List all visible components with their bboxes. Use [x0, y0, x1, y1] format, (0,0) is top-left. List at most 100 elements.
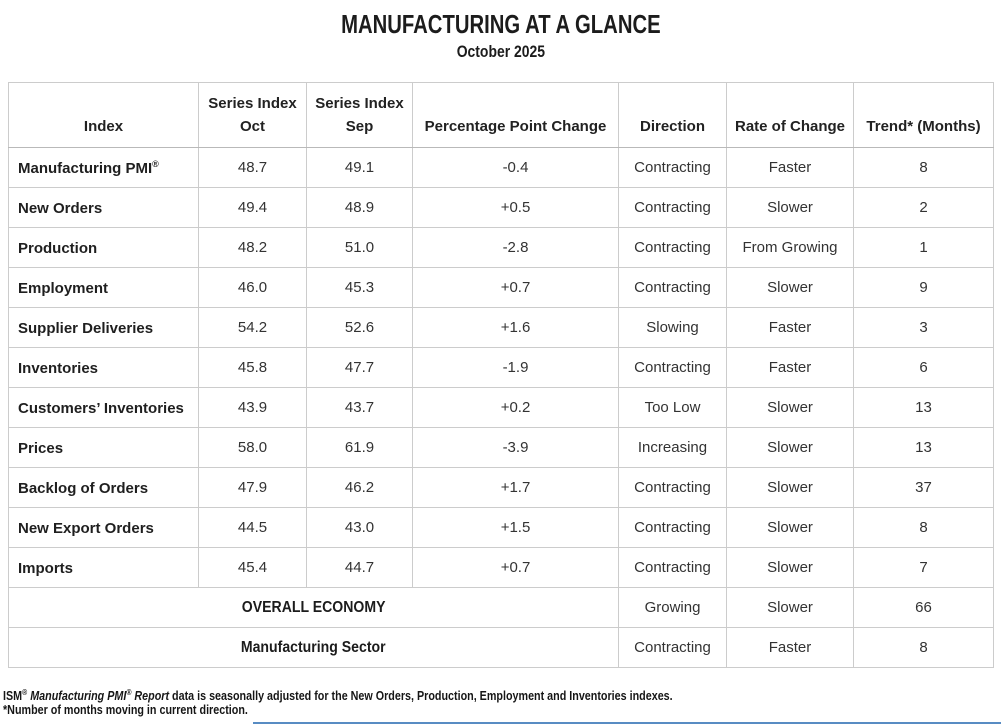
rate-of-change-cell: Faster [726, 347, 854, 388]
rate-of-change-cell: Slower [726, 587, 854, 628]
table-body: Manufacturing PMI® 48.7 49.1 -0.4 Contra… [8, 147, 994, 668]
bottom-accent-line [253, 722, 1001, 724]
rate-of-change-cell: Slower [726, 507, 854, 548]
direction-cell: Contracting [618, 347, 727, 388]
direction-cell: Slowing [618, 307, 727, 348]
series-index-oct-cell: 49.4 [198, 187, 307, 228]
summary-row: OVERALL ECONOMY Growing Slower 66 [8, 587, 994, 628]
pct-point-change-cell: -3.9 [412, 427, 619, 468]
registered-trademark-sup: ® [152, 158, 159, 169]
direction-cell: Contracting [618, 627, 727, 668]
page-title: MANUFACTURING AT A GLANCE [340, 9, 661, 39]
table-header: Index Series Index Oct Series Index Sep Pe… [8, 82, 994, 148]
series-index-sep-cell: 45.3 [306, 267, 413, 308]
series-index-oct-cell: 44.5 [198, 507, 307, 548]
direction-cell: Contracting [618, 467, 727, 508]
table-row: New Orders 49.4 48.9 +0.5 Contracting Sl… [8, 187, 994, 228]
index-name-cell: Imports [8, 547, 199, 588]
series-index-oct-cell: 47.9 [198, 467, 307, 508]
pct-point-change-cell: +1.6 [412, 307, 619, 348]
series-index-sep-cell: 52.6 [306, 307, 413, 348]
summary-row: Manufacturing Sector Contracting Faster … [8, 627, 994, 668]
rate-of-change-cell: Faster [726, 147, 854, 188]
series-index-oct-cell: 46.0 [198, 267, 307, 308]
trend-months-cell: 3 [853, 307, 994, 348]
index-name-cell: Inventories [8, 347, 199, 388]
trend-months-cell: 6 [853, 347, 994, 388]
series-index-sep-cell: 49.1 [306, 147, 413, 188]
trend-months-cell: 66 [853, 587, 994, 628]
index-name-cell: Customers’ Inventories [8, 387, 199, 428]
title-block: MANUFACTURING AT A GLANCE October 2025 [0, 9, 1001, 62]
series-index-sep-cell: 43.7 [306, 387, 413, 428]
column-header-pct-change: Percentage Point Change [412, 82, 619, 148]
direction-cell: Contracting [618, 547, 727, 588]
glance-table-wrap: Index Series Index Oct Series Index Sep Pe… [8, 82, 994, 668]
glance-table: Index Series Index Oct Series Index Sep Pe… [8, 82, 994, 668]
table-row: Prices 58.0 61.9 -3.9 Increasing Slower … [8, 427, 994, 468]
table-row: Imports 45.4 44.7 +0.7 Contracting Slowe… [8, 547, 994, 588]
trend-months-cell: 7 [853, 547, 994, 588]
series-index-sep-cell: 43.0 [306, 507, 413, 548]
pct-point-change-cell: -2.8 [412, 227, 619, 268]
direction-cell: Contracting [618, 187, 727, 228]
series-index-sep-cell: 46.2 [306, 467, 413, 508]
summary-label-cell: OVERALL ECONOMY [8, 587, 619, 628]
series-index-oct-cell: 48.2 [198, 227, 307, 268]
index-name-cell: New Export Orders [8, 507, 199, 548]
table-row: Manufacturing PMI® 48.7 49.1 -0.4 Contra… [8, 147, 994, 188]
series-index-sep-cell: 47.7 [306, 347, 413, 388]
series-index-oct-cell: 45.8 [198, 347, 307, 388]
column-header-index: Index [8, 82, 199, 148]
rate-of-change-cell: Slower [726, 187, 854, 228]
series-index-oct-cell: 48.7 [198, 147, 307, 188]
rate-of-change-cell: Slower [726, 427, 854, 468]
page-subtitle: October 2025 [456, 42, 545, 61]
series-index-sep-cell: 61.9 [306, 427, 413, 468]
direction-cell: Growing [618, 587, 727, 628]
trend-months-cell: 2 [853, 187, 994, 228]
rate-of-change-cell: Slower [726, 547, 854, 588]
direction-cell: Contracting [618, 267, 727, 308]
series-index-oct-cell: 43.9 [198, 387, 307, 428]
index-name-cell: Backlog of Orders [8, 467, 199, 508]
series-index-oct-cell: 58.0 [198, 427, 307, 468]
index-name-cell: Production [8, 227, 199, 268]
pct-point-change-cell: -1.9 [412, 347, 619, 388]
table-row: Inventories 45.8 47.7 -1.9 Contracting F… [8, 347, 994, 388]
footnotes: ISM® Manufacturing PMI® Report data is s… [3, 686, 998, 717]
series-index-oct-cell: 45.4 [198, 547, 307, 588]
index-name-cell: Employment [8, 267, 199, 308]
index-name-cell: Supplier Deliveries [8, 307, 199, 348]
table-row: Supplier Deliveries 54.2 52.6 +1.6 Slowi… [8, 307, 994, 348]
direction-cell: Contracting [618, 147, 727, 188]
pct-point-change-cell: +0.7 [412, 547, 619, 588]
pct-point-change-cell: +1.7 [412, 467, 619, 508]
series-index-oct-cell: 54.2 [198, 307, 307, 348]
table-row: New Export Orders 44.5 43.0 +1.5 Contrac… [8, 507, 994, 548]
column-header-trend: Trend* (Months) [853, 82, 994, 148]
table-row: Customers’ Inventories 43.9 43.7 +0.2 To… [8, 387, 994, 428]
pct-point-change-cell: +0.5 [412, 187, 619, 228]
column-header-rate-of-change: Rate of Change [726, 82, 854, 148]
pct-point-change-cell: +1.5 [412, 507, 619, 548]
pct-point-change-cell: +0.2 [412, 387, 619, 428]
direction-cell: Contracting [618, 507, 727, 548]
column-header-direction: Direction [618, 82, 727, 148]
direction-cell: Contracting [618, 227, 727, 268]
series-index-sep-cell: 48.9 [306, 187, 413, 228]
trend-months-cell: 9 [853, 267, 994, 308]
table-row: Employment 46.0 45.3 +0.7 Contracting Sl… [8, 267, 994, 308]
trend-months-cell: 8 [853, 507, 994, 548]
trend-months-cell: 1 [853, 227, 994, 268]
column-header-series-sep: Series Index Sep [306, 82, 413, 148]
direction-cell: Increasing [618, 427, 727, 468]
footnote-line1: ISM® Manufacturing PMI® Report data is s… [3, 688, 673, 704]
direction-cell: Too Low [618, 387, 727, 428]
table-row: Production 48.2 51.0 -2.8 Contracting Fr… [8, 227, 994, 268]
trend-months-cell: 13 [853, 427, 994, 468]
index-name-cell: Manufacturing PMI® [8, 147, 199, 188]
table-row: Backlog of Orders 47.9 46.2 +1.7 Contrac… [8, 467, 994, 508]
rate-of-change-cell: Faster [726, 627, 854, 668]
